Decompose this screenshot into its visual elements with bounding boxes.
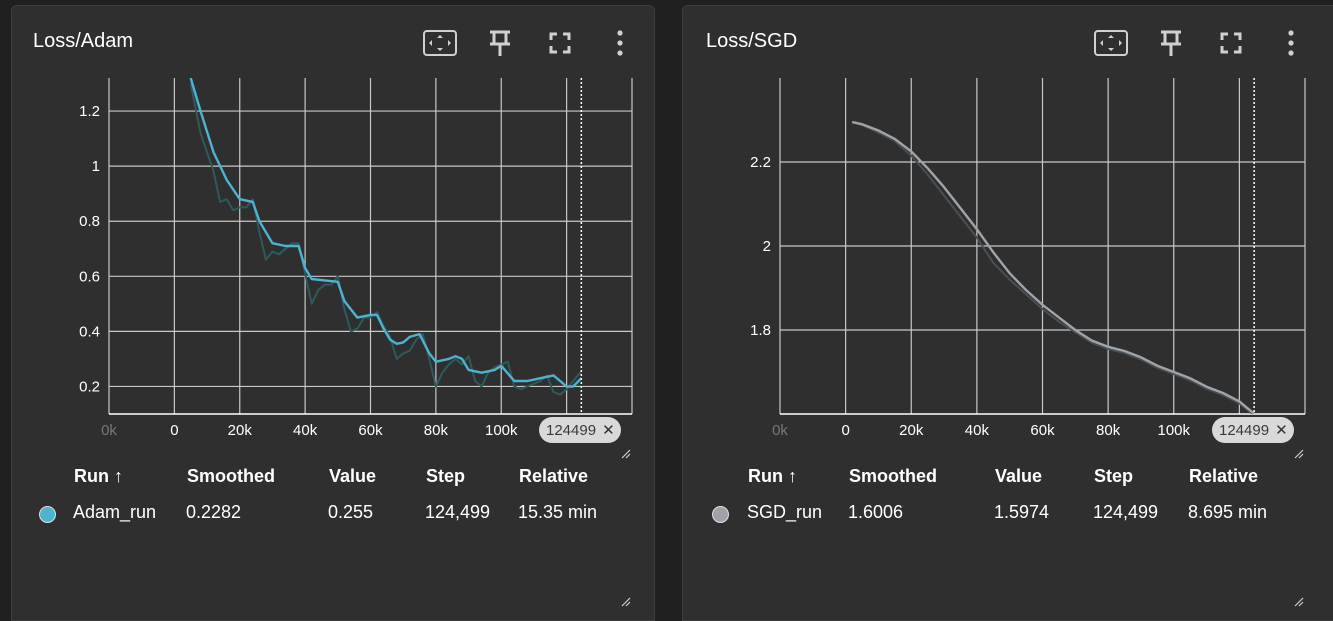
legend-header-relative[interactable]: Relative <box>519 466 589 486</box>
legend-header-relative[interactable]: Relative <box>1189 466 1259 486</box>
x-tick-label: 20k <box>899 422 924 439</box>
x-tick-label: 60k <box>1030 422 1055 439</box>
legend-header-step[interactable]: Step <box>426 466 466 486</box>
x-tick-label: 60k <box>358 422 383 439</box>
more-vert-icon <box>1288 30 1294 56</box>
y-tick-label: 0.2 <box>79 378 100 395</box>
x-tick-label: 40k <box>293 422 318 439</box>
x-tick-label: 80k <box>424 422 449 439</box>
x-tick-label: 0 <box>841 422 849 439</box>
x-tick-label: 80k <box>1096 422 1121 439</box>
step-chip[interactable]: 124499 ✕ <box>539 417 621 443</box>
legend-smoothed-value: 0.2282 <box>186 502 242 522</box>
pin-icon <box>490 30 510 56</box>
x-tick-label: 100k <box>1157 422 1190 439</box>
y-tick-label: 0.8 <box>79 213 100 230</box>
legend-header-step[interactable]: Step <box>1094 466 1134 486</box>
x-tick-label: 100k <box>485 422 518 439</box>
series-line-raw <box>189 83 583 396</box>
y-tick-label: 2 <box>763 238 771 255</box>
resize-handle-icon[interactable] <box>1294 449 1304 459</box>
legend-run-name: SGD_run <box>747 502 823 522</box>
more-vert-icon <box>617 30 623 56</box>
fullscreen-button[interactable] <box>542 25 578 61</box>
legend-header-run[interactable]: Run ↑ <box>74 466 123 486</box>
run-color-swatch <box>39 506 56 523</box>
close-icon[interactable]: ✕ <box>1275 422 1288 439</box>
series-line-raw <box>851 121 1255 414</box>
y-tick-label: 2.2 <box>750 154 771 171</box>
legend-smoothed-value: 1.6006 <box>848 502 904 522</box>
series-line-smoothed <box>189 78 583 388</box>
fullscreen-icon <box>549 32 571 54</box>
card-toolbar <box>422 25 647 61</box>
x-tick-label-faded: 0k <box>772 422 788 439</box>
close-icon[interactable]: ✕ <box>602 422 615 439</box>
fullscreen-button[interactable] <box>1213 25 1249 61</box>
legend-step: 124,499 <box>1093 502 1159 522</box>
fullscreen-icon <box>1220 32 1242 54</box>
fit-domain-icon <box>1094 30 1128 56</box>
step-chip-label: 124499 <box>1219 421 1270 439</box>
legend-relative-time: 15.35 min <box>518 502 598 522</box>
line-chart-adam[interactable]: 0k 0 20k 40k 60k 80k 100k 0.2 0.4 0.6 0.8 1 1.2 <box>12 6 656 466</box>
y-tick-label: 0.6 <box>79 268 100 285</box>
legend-raw-value: 1.5974 <box>994 502 1050 522</box>
legend-raw-value: 0.255 <box>328 502 374 522</box>
y-tick-label: 1.2 <box>79 103 100 120</box>
pin-button[interactable] <box>1153 25 1189 61</box>
legend-header-smoothed[interactable]: Smoothed <box>187 466 275 486</box>
step-chip-label: 124499 <box>546 421 597 439</box>
y-tick-label: 1 <box>92 158 100 175</box>
grid-lines <box>779 78 1306 414</box>
legend-step: 124,499 <box>425 502 491 522</box>
chart-card-adam: Loss/Adam 0k 0 20k 40k 60k 80k 100k 0.2 0.4 0.6 0.… <box>11 5 655 621</box>
legend-header-run[interactable]: Run ↑ <box>748 466 797 486</box>
more-options-button[interactable] <box>1273 25 1309 61</box>
legend-relative-time: 8.695 min <box>1188 502 1268 522</box>
run-color-swatch <box>712 506 729 523</box>
legend-header-value[interactable]: Value <box>329 466 377 486</box>
chart-card-sgd: Loss/SGD 0k 0 20k 40k 60k 80k 100k 1.8 2 2.2 1244… <box>682 5 1333 621</box>
legend-header-value[interactable]: Value <box>995 466 1043 486</box>
y-tick-label: 1.8 <box>750 322 771 339</box>
resize-handle-icon[interactable] <box>1294 597 1304 607</box>
pin-button[interactable] <box>482 25 518 61</box>
resize-handle-icon[interactable] <box>621 597 631 607</box>
grid-lines <box>108 78 633 414</box>
card-toolbar <box>1093 25 1318 61</box>
x-tick-label-faded: 0k <box>101 422 117 439</box>
y-tick-label: 0.4 <box>79 323 100 340</box>
fit-domain-icon <box>423 30 457 56</box>
card-title: Loss/Adam <box>33 30 134 52</box>
legend-run-name: Adam_run <box>73 502 157 522</box>
x-tick-label: 40k <box>965 422 990 439</box>
pin-icon <box>1161 30 1181 56</box>
x-tick-label: 20k <box>228 422 253 439</box>
line-chart-sgd[interactable]: 0k 0 20k 40k 60k 80k 100k 1.8 2 2.2 <box>683 6 1333 466</box>
series-line-smoothed <box>851 120 1255 414</box>
card-title: Loss/SGD <box>706 30 798 52</box>
fit-domain-button[interactable] <box>422 25 458 61</box>
more-options-button[interactable] <box>602 25 638 61</box>
step-chip[interactable]: 124499 ✕ <box>1212 417 1294 443</box>
legend-header-smoothed[interactable]: Smoothed <box>849 466 937 486</box>
x-tick-label: 0 <box>170 422 178 439</box>
resize-handle-icon[interactable] <box>621 449 631 459</box>
fit-domain-button[interactable] <box>1093 25 1129 61</box>
